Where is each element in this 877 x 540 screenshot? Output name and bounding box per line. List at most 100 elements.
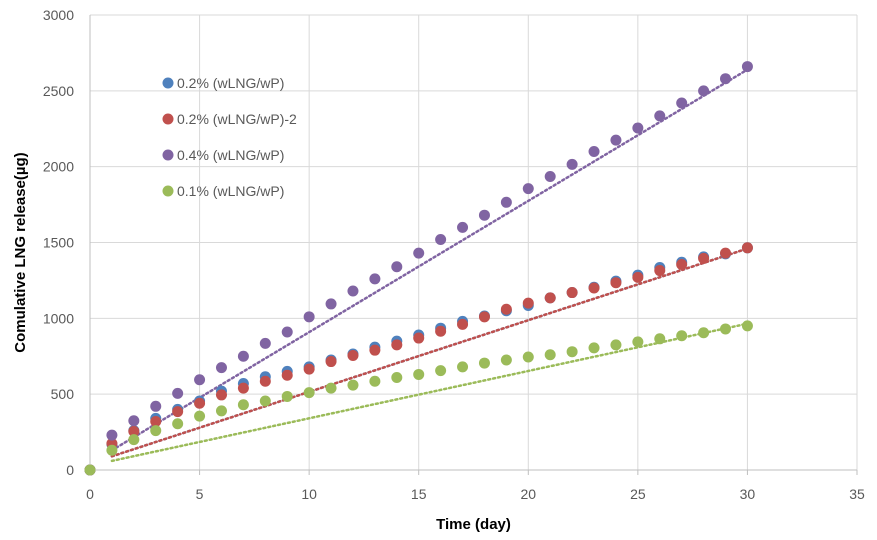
data-point-series-3 bbox=[588, 342, 600, 354]
data-point-series-1 bbox=[457, 318, 469, 330]
data-point-series-3 bbox=[172, 418, 184, 430]
data-point-series-2 bbox=[588, 146, 600, 157]
data-point-series-1 bbox=[413, 332, 425, 344]
data-point-series-2 bbox=[610, 134, 622, 146]
data-point-series-2 bbox=[522, 183, 534, 195]
data-point-series-2 bbox=[325, 298, 337, 310]
y-tick-label: 2500 bbox=[43, 83, 74, 99]
data-point-series-2 bbox=[347, 285, 359, 297]
axes: 0 500 1000 1500 2000 2500 3000 0 5 10 15 20 25 30 35 bbox=[43, 7, 865, 502]
data-point-series-3 bbox=[413, 368, 425, 380]
data-point-series-2 bbox=[194, 374, 206, 386]
data-point-series-3 bbox=[259, 395, 271, 407]
data-point-series-1 bbox=[281, 369, 293, 381]
data-point-series-3 bbox=[194, 410, 206, 422]
data-point-series-2 bbox=[215, 362, 227, 374]
data-point-series-2 bbox=[435, 233, 447, 245]
data-point-series-2 bbox=[237, 350, 249, 362]
data-point-series-3 bbox=[478, 357, 490, 369]
data-point-series-1 bbox=[303, 363, 315, 375]
trendline-series-1 bbox=[110, 247, 749, 458]
y-tick-label: 3000 bbox=[43, 7, 74, 23]
data-point-series-2 bbox=[413, 247, 425, 259]
data-point-series-2 bbox=[500, 196, 512, 208]
data-point-series-1 bbox=[369, 344, 381, 356]
x-tick-label: 25 bbox=[630, 486, 646, 502]
legend-label: 0.1% (wLNG/wP) bbox=[177, 183, 284, 199]
data-point-series-1 bbox=[325, 356, 337, 368]
y-tick-label: 500 bbox=[51, 386, 75, 402]
data-point-series-2 bbox=[544, 171, 556, 183]
data-point-series-3 bbox=[435, 365, 447, 377]
data-point-series-3 bbox=[610, 339, 622, 351]
data-point-series-2 bbox=[632, 122, 644, 134]
data-point-series-3 bbox=[150, 425, 162, 437]
data-point-series-3 bbox=[128, 434, 140, 446]
x-tick-label: 5 bbox=[196, 486, 204, 502]
data-point-series-3 bbox=[84, 464, 96, 476]
data-point-series-3 bbox=[215, 405, 227, 417]
y-tick-label: 2000 bbox=[43, 159, 74, 175]
data-point-series-1 bbox=[566, 287, 578, 299]
data-point-series-2 bbox=[281, 326, 293, 338]
data-point-series-1 bbox=[128, 425, 140, 437]
data-point-series-2 bbox=[654, 110, 666, 122]
data-point-series-3 bbox=[676, 330, 688, 342]
data-point-series-1 bbox=[391, 339, 403, 351]
data-point-series-3 bbox=[106, 444, 118, 456]
data-point-series-1 bbox=[544, 292, 556, 304]
x-tick-label: 0 bbox=[86, 486, 94, 502]
grid bbox=[90, 14, 858, 470]
data-point-series-1 bbox=[150, 415, 162, 427]
x-tick-label: 30 bbox=[740, 486, 756, 502]
data-point-series-1 bbox=[500, 303, 512, 315]
legend-marker bbox=[162, 77, 174, 89]
legend-marker bbox=[162, 113, 174, 125]
x-axis-title: Time (day) bbox=[436, 516, 511, 533]
data-point-series-3 bbox=[457, 361, 469, 373]
data-point-series-3 bbox=[741, 320, 753, 332]
data-point-series-3 bbox=[544, 349, 556, 361]
data-point-series-1 bbox=[478, 311, 490, 323]
data-point-series-1 bbox=[698, 252, 710, 264]
data-point-series-2 bbox=[303, 311, 315, 323]
data-point-series-3 bbox=[500, 354, 512, 366]
data-point-series-2 bbox=[128, 415, 140, 427]
data-point-series-1 bbox=[720, 247, 732, 259]
y-axis-title: Comulative LNG release(µg) bbox=[12, 152, 29, 352]
data-point-series-3 bbox=[347, 379, 359, 391]
data-point-series-2 bbox=[698, 85, 710, 97]
legend-label: 0.4% (wLNG/wP) bbox=[177, 147, 284, 163]
data-point-series-1 bbox=[215, 389, 227, 401]
data-point-series-1 bbox=[259, 375, 271, 387]
data-point-series-1 bbox=[676, 258, 688, 270]
data-point-series-3 bbox=[698, 327, 710, 339]
data-point-series-2 bbox=[391, 261, 403, 273]
data-point-series-2 bbox=[150, 400, 162, 412]
data-point-series-2 bbox=[106, 429, 118, 441]
data-point-series-3 bbox=[237, 399, 249, 411]
data-point-series-3 bbox=[522, 351, 534, 363]
data-point-series-3 bbox=[303, 387, 315, 399]
data-points bbox=[84, 61, 753, 476]
data-point-series-2 bbox=[369, 273, 381, 285]
legend-label: 0.2% (wLNG/wP) bbox=[177, 75, 284, 91]
data-point-series-3 bbox=[391, 371, 403, 383]
data-point-series-1 bbox=[435, 325, 447, 337]
data-point-series-1 bbox=[610, 277, 622, 289]
data-point-series-1 bbox=[172, 406, 184, 418]
data-point-series-2 bbox=[457, 221, 469, 233]
data-point-series-3 bbox=[369, 375, 381, 387]
data-point-series-1 bbox=[237, 382, 249, 394]
x-tick-label: 15 bbox=[411, 486, 427, 502]
data-point-series-1 bbox=[347, 349, 359, 361]
data-point-series-2 bbox=[259, 337, 271, 349]
data-point-series-3 bbox=[720, 323, 732, 335]
data-point-series-1 bbox=[522, 297, 534, 309]
data-point-series-3 bbox=[281, 390, 293, 402]
data-point-series-2 bbox=[566, 158, 578, 170]
y-tick-label: 0 bbox=[66, 462, 74, 478]
data-point-series-1 bbox=[654, 265, 666, 277]
